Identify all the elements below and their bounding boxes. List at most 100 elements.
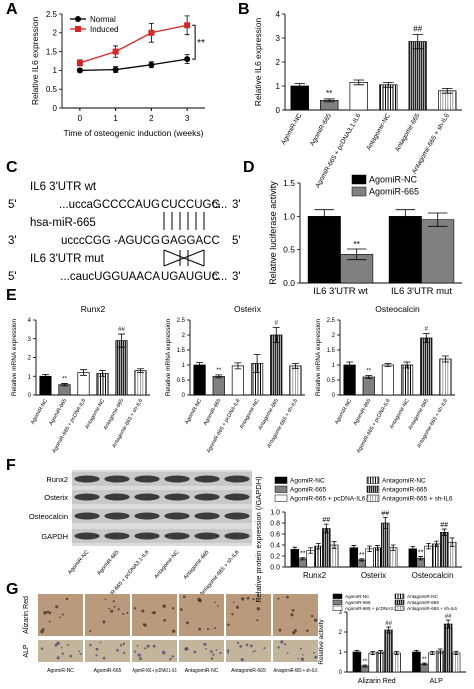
bar: [408, 548, 418, 568]
stain-dot: [59, 616, 62, 619]
y-tick-label: 0.5: [46, 85, 58, 94]
blot-row-label: Osteocalcin: [29, 512, 68, 521]
blot-band: [224, 532, 250, 540]
chart-title: Osteocalcin: [375, 304, 420, 314]
panel-label: B: [238, 1, 250, 18]
significance: ##: [445, 614, 452, 620]
error-bar: [215, 374, 223, 379]
error-bar: [308, 547, 313, 554]
stain-dot: [117, 608, 120, 611]
stain-dot: [226, 649, 230, 653]
marker: [76, 67, 83, 74]
error-bar: [367, 545, 372, 552]
stain-dot: [55, 605, 59, 609]
blot-row-label: Runx2: [46, 475, 68, 484]
stain-dot: [110, 609, 114, 613]
micrograph-row-label: Alizarin Red: [23, 596, 30, 634]
stain-dot: [61, 652, 64, 655]
marker: [112, 66, 119, 73]
stain-dot: [40, 629, 44, 634]
stain-dot: [252, 598, 255, 601]
bar: [290, 549, 300, 568]
legend-label: AgomiR-665: [290, 487, 327, 494]
stain-dot: [60, 646, 63, 649]
stain-dot: [286, 652, 289, 654]
stain-dot: [46, 610, 50, 614]
error-bar: [453, 651, 459, 655]
error-bar: [323, 98, 335, 103]
marker: [112, 48, 119, 55]
stain-dot: [245, 643, 249, 647]
stain-dot: [283, 643, 287, 646]
error-bar: [346, 361, 354, 369]
significance: **: [359, 552, 365, 559]
significance: **: [418, 550, 424, 557]
x-tick-label: Antagomir-NC: [239, 398, 261, 430]
error-bar: [359, 558, 365, 562]
error-bar: [449, 537, 455, 548]
sequence-text: ...uccaGCCCCAUG: [59, 199, 160, 211]
stain-dot: [198, 599, 202, 603]
sequence-text: GAGGACC: [161, 235, 220, 247]
micrograph: [85, 640, 130, 662]
blot-band: [74, 475, 100, 483]
stain-dot: [89, 630, 92, 633]
blot-band: [164, 493, 190, 501]
sequence-text: ucccCGG -AGUCG: [61, 235, 160, 247]
bar: [373, 547, 382, 568]
error-bar: [362, 664, 368, 668]
bar: [212, 376, 225, 396]
stain-dot: [112, 600, 115, 603]
stain-dot: [137, 653, 141, 657]
pairing-lines: [163, 212, 205, 267]
stain-dot: [235, 605, 240, 609]
blot-band: [194, 493, 220, 501]
bar: [134, 370, 147, 396]
bar: [379, 84, 398, 111]
bar: [349, 82, 368, 111]
x-tick-label: Osteocalcin: [412, 571, 454, 580]
panel-label: F: [6, 457, 16, 474]
error-bar: [118, 333, 125, 348]
legend-label: AntagomiR-665: [407, 600, 439, 605]
blot-lane-label: Antagomir-665: [183, 549, 211, 580]
error-bar: [434, 540, 439, 548]
x-tick-label: Antagomir-665: [394, 112, 422, 153]
bar: [438, 90, 457, 111]
annotation: **: [197, 38, 205, 49]
y-axis-label: Relative IL6 expression: [30, 17, 40, 106]
error-bar: [441, 528, 447, 537]
micrograph-row-label: ALP: [23, 644, 30, 658]
blot-band: [104, 512, 130, 520]
sequence-text: IL6 3'UTR wt: [30, 181, 97, 193]
sequence-text: c...: [212, 199, 227, 211]
legend-label: Normal: [90, 15, 116, 24]
error-bar: [291, 363, 299, 369]
y-tick-label: 0.5: [327, 378, 336, 384]
y-tick-label: 0: [276, 106, 281, 115]
stain-dot: [99, 641, 102, 644]
stain-dot: [232, 601, 235, 604]
y-tick-label: 2: [182, 333, 186, 339]
stain-dot: [162, 604, 166, 608]
legend-swatch: [351, 174, 367, 185]
stain-dot: [161, 650, 166, 655]
micrograph-column-label: AntagomiR-665: [231, 668, 266, 674]
y-tick-label: 2: [28, 356, 32, 362]
error-bar: [426, 542, 431, 550]
y-tick-label: 0: [182, 393, 186, 399]
error-bar: [390, 544, 396, 551]
stain-dot: [300, 657, 305, 661]
stain-dot: [205, 648, 207, 650]
x-tick-label: Antagomir-NC: [389, 398, 411, 430]
error-bar: [437, 648, 443, 654]
y-tick-label: 1: [339, 650, 343, 656]
error-bar: [441, 88, 453, 94]
bar: [368, 652, 378, 673]
y-tick-label: 0: [28, 393, 32, 399]
y-tick-label: 2: [276, 58, 281, 67]
y-tick-label: 0.0: [270, 564, 280, 571]
significance: **: [366, 369, 371, 375]
blot-band: [74, 512, 100, 520]
error-bar: [370, 651, 376, 655]
